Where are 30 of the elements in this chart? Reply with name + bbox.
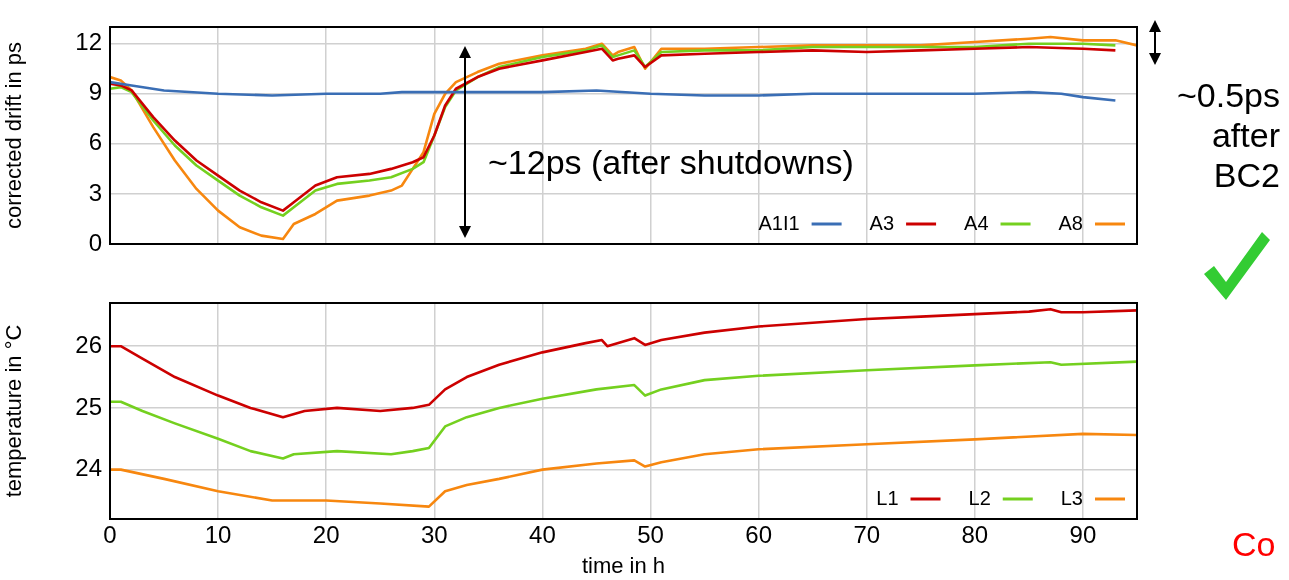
legend-label: L2 [968,486,991,509]
x-tick-label: 60 [745,521,772,549]
legend-label: A1I1 [758,211,800,234]
legend-label: A4 [964,211,989,234]
y-tick-label: 9 [88,78,102,106]
x-tick-label: 40 [529,521,556,549]
x-tick-label: 20 [312,521,340,549]
annotation: ~12ps (after shutdowns) [488,143,854,182]
legend-label: A8 [1058,211,1083,234]
y-tick-label: 0 [88,228,102,256]
y-axis-title: corrected drift in ps [1,41,27,230]
x-axis-title: time in h [581,552,666,578]
text: ~0.5ps after BC2 [1175,75,1280,195]
y-tick-label: 12 [75,28,102,56]
x-tick-label: 70 [853,521,881,549]
x-tick-label: 10 [204,521,232,549]
y-tick-label: 3 [88,178,102,206]
y-axis-title: temperature in °C [1,324,27,498]
text: Co [1232,525,1276,564]
x-tick-label: 80 [961,521,989,549]
y-tick-label: 24 [75,454,102,482]
legend-label: A3 [869,211,895,234]
x-tick-label: 90 [1069,521,1097,549]
x-tick-label: 50 [637,521,664,549]
legend-label: L3 [1060,486,1083,509]
x-tick-label: 30 [420,521,448,549]
y-tick-label: 26 [75,330,102,358]
y-tick-label: 6 [88,128,102,156]
y-tick-label: 25 [75,392,102,420]
legend-label: L1 [876,486,899,509]
